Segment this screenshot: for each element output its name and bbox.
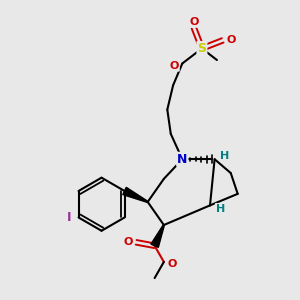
Text: N: N <box>177 153 188 166</box>
Text: O: O <box>189 17 199 27</box>
Text: O: O <box>169 61 179 71</box>
Text: O: O <box>226 35 236 45</box>
Text: I: I <box>67 211 72 224</box>
Text: O: O <box>123 237 133 247</box>
Text: S: S <box>197 42 206 55</box>
Text: O: O <box>167 259 177 269</box>
Text: H: H <box>220 151 230 161</box>
Text: H: H <box>216 204 225 214</box>
Polygon shape <box>123 187 148 202</box>
Polygon shape <box>151 225 164 247</box>
